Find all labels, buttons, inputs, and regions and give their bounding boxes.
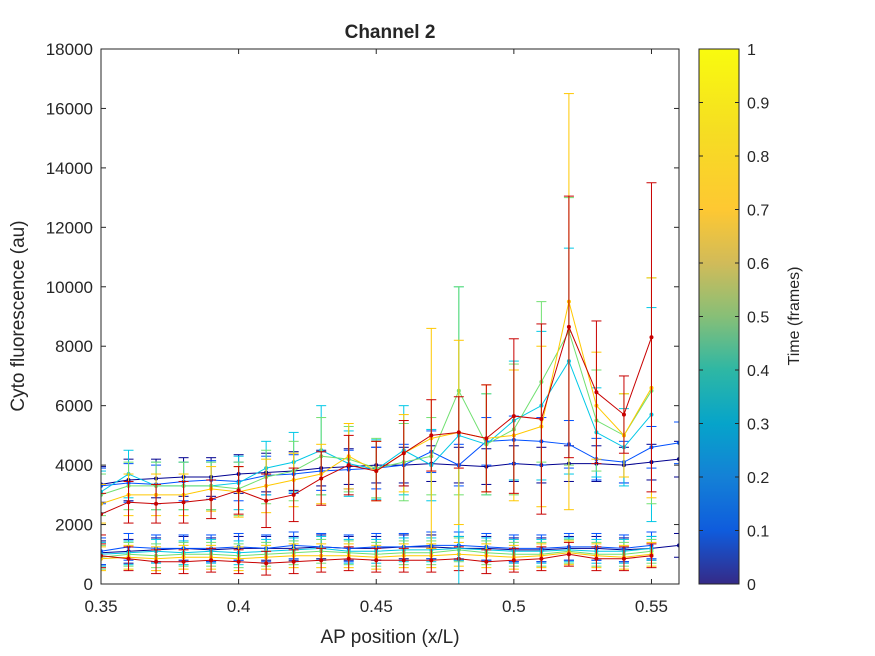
data-point	[181, 559, 186, 564]
data-point	[319, 476, 324, 481]
data-point	[346, 463, 351, 468]
colorbar-label: Time (frames)	[786, 267, 803, 366]
y-tick-label: 4000	[55, 456, 93, 475]
colorbar-tick-label: 0.9	[747, 96, 769, 113]
data-point	[181, 500, 186, 505]
colorbar-tick-label: 0.3	[747, 417, 769, 434]
x-tick-label: 0.35	[84, 597, 117, 616]
y-tick-label: 0	[84, 575, 93, 594]
data-point	[484, 559, 489, 564]
data-point	[484, 436, 489, 441]
data-point	[154, 559, 159, 564]
data-point	[346, 556, 351, 561]
y-tick-label: 8000	[55, 337, 93, 356]
data-point	[209, 497, 214, 502]
data-point	[594, 390, 599, 395]
colorbar	[698, 48, 740, 585]
data-point	[264, 561, 269, 566]
data-point	[291, 492, 296, 497]
y-tick-label: 12000	[46, 218, 93, 237]
colorbar-tick-label: 0.4	[747, 363, 769, 380]
data-point	[594, 556, 599, 561]
plot-frame	[100, 48, 680, 585]
series-line	[101, 544, 679, 554]
data-point	[401, 558, 406, 563]
data-point	[429, 433, 434, 438]
data-point	[539, 556, 544, 561]
y-tick-label: 14000	[46, 159, 93, 178]
colorbar-tick-label: 0.2	[747, 470, 769, 487]
data-point	[429, 558, 434, 563]
series-line	[101, 439, 679, 487]
data-point	[209, 558, 214, 563]
colorbar-tick-label: 0	[747, 577, 756, 594]
data-point	[649, 553, 654, 558]
chart-title: Channel 2	[345, 22, 436, 43]
data-point	[511, 558, 516, 563]
data-point	[456, 430, 461, 435]
data-point	[621, 556, 626, 561]
colorbar-tick-label: 0.6	[747, 256, 769, 273]
data-point	[374, 469, 379, 474]
x-axis-label: AP position (x/L)	[320, 627, 459, 648]
colorbar-tick-label: 0.8	[747, 149, 769, 166]
y-axis-label: Cyto fluorescence (au)	[8, 220, 29, 411]
data-point	[291, 559, 296, 564]
upper-series-5	[101, 182, 657, 536]
colorbar-tick-label: 0.5	[747, 310, 769, 327]
x-tick-label: 0.55	[635, 597, 668, 616]
data-point	[511, 414, 516, 419]
data-point	[374, 558, 379, 563]
y-tick-label: 10000	[46, 278, 93, 297]
y-tick-label: 16000	[46, 99, 93, 118]
data-point	[264, 498, 269, 503]
plot-area	[101, 49, 679, 584]
colorbar-tick-label: 0.7	[747, 203, 769, 220]
data-point	[539, 417, 544, 422]
data-point	[126, 500, 131, 505]
y-tick-label: 2000	[55, 516, 93, 535]
x-tick-label: 0.45	[360, 597, 393, 616]
colorbar-tick-label: 1	[747, 42, 756, 59]
data-point	[649, 335, 654, 340]
data-point	[126, 556, 131, 561]
data-point	[154, 501, 159, 506]
lower-series-5	[101, 541, 657, 576]
data-point	[566, 552, 571, 557]
data-point	[319, 558, 324, 563]
data-point	[236, 559, 241, 564]
x-tick-label: 0.5	[502, 597, 526, 616]
x-tick-label: 0.4	[227, 597, 251, 616]
data-point	[566, 324, 571, 329]
colorbar-tick-label: 0.1	[747, 524, 769, 541]
y-tick-label: 18000	[46, 40, 93, 59]
data-point	[621, 412, 626, 417]
data-point	[401, 451, 406, 456]
y-tick-label: 6000	[55, 397, 93, 416]
data-point	[236, 488, 241, 493]
